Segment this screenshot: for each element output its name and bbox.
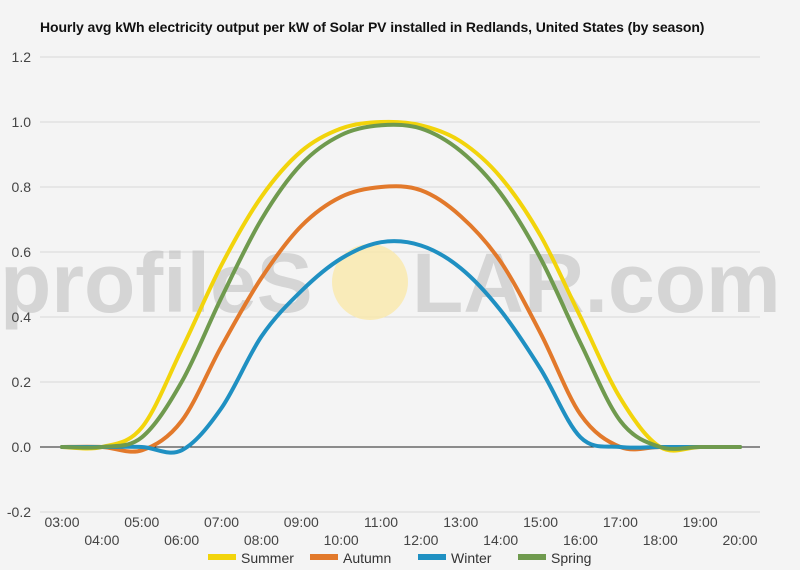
x-tick-label: 14:00	[483, 532, 518, 548]
x-tick-label: 07:00	[204, 514, 239, 530]
x-tick-label: 03:00	[44, 514, 79, 530]
x-tick-label: 16:00	[563, 532, 598, 548]
y-tick-label: 0.6	[12, 244, 32, 260]
x-tick-label: 05:00	[124, 514, 159, 530]
watermark-text-left: profileS	[0, 236, 313, 330]
y-axis-ticks: -0.2 0.0 0.2 0.4 0.6 0.8 1.0 1.2	[7, 49, 31, 520]
legend-label-autumn: Autumn	[343, 550, 391, 566]
x-tick-label: 20:00	[722, 532, 757, 548]
series-line-spring	[60, 122, 742, 451]
series-line-summer	[60, 119, 742, 453]
y-tick-label: 0.2	[12, 374, 32, 390]
x-tick-label: 04:00	[84, 532, 119, 548]
legend-swatch-autumn	[310, 554, 338, 560]
x-tick-label: 13:00	[443, 514, 478, 530]
watermark-sun-icon	[332, 244, 408, 320]
x-tick-label: 11:00	[364, 514, 398, 530]
x-tick-label: 19:00	[683, 514, 718, 530]
watermark-text-right: LAR.com	[412, 236, 781, 330]
y-tick-label: -0.2	[7, 504, 31, 520]
series-lines	[60, 119, 742, 455]
x-axis-ticks: 03:00 05:00 07:00 09:00 11:00 13:00 15:00 17:00…	[44, 514, 757, 548]
x-tick-label: 08:00	[244, 532, 279, 548]
x-tick-label: 06:00	[164, 532, 199, 548]
legend: Summer Autumn Winter Spring	[208, 550, 591, 566]
x-tick-label: 17:00	[603, 514, 638, 530]
series-line-winter	[60, 239, 742, 455]
x-tick-label: 09:00	[284, 514, 319, 530]
x-tick-label: 12:00	[403, 532, 438, 548]
legend-label-winter: Winter	[451, 550, 492, 566]
gridlines	[40, 56, 760, 513]
y-tick-label: 0.4	[12, 309, 32, 325]
watermark: profileS LAR.com	[0, 236, 781, 330]
legend-swatch-summer	[208, 554, 236, 560]
y-tick-label: 1.2	[12, 49, 32, 65]
x-tick-label: 18:00	[643, 532, 678, 548]
legend-swatch-winter	[418, 554, 446, 560]
x-tick-label: 15:00	[523, 514, 558, 530]
y-tick-label: 1.0	[12, 114, 32, 130]
legend-label-summer: Summer	[241, 550, 294, 566]
legend-swatch-spring	[518, 554, 546, 560]
chart-title: Hourly avg kWh electricity output per kW…	[40, 19, 705, 35]
x-tick-label: 10:00	[324, 532, 359, 548]
legend-label-spring: Spring	[551, 550, 591, 566]
y-tick-label: 0.0	[12, 439, 32, 455]
y-tick-label: 0.8	[12, 179, 32, 195]
